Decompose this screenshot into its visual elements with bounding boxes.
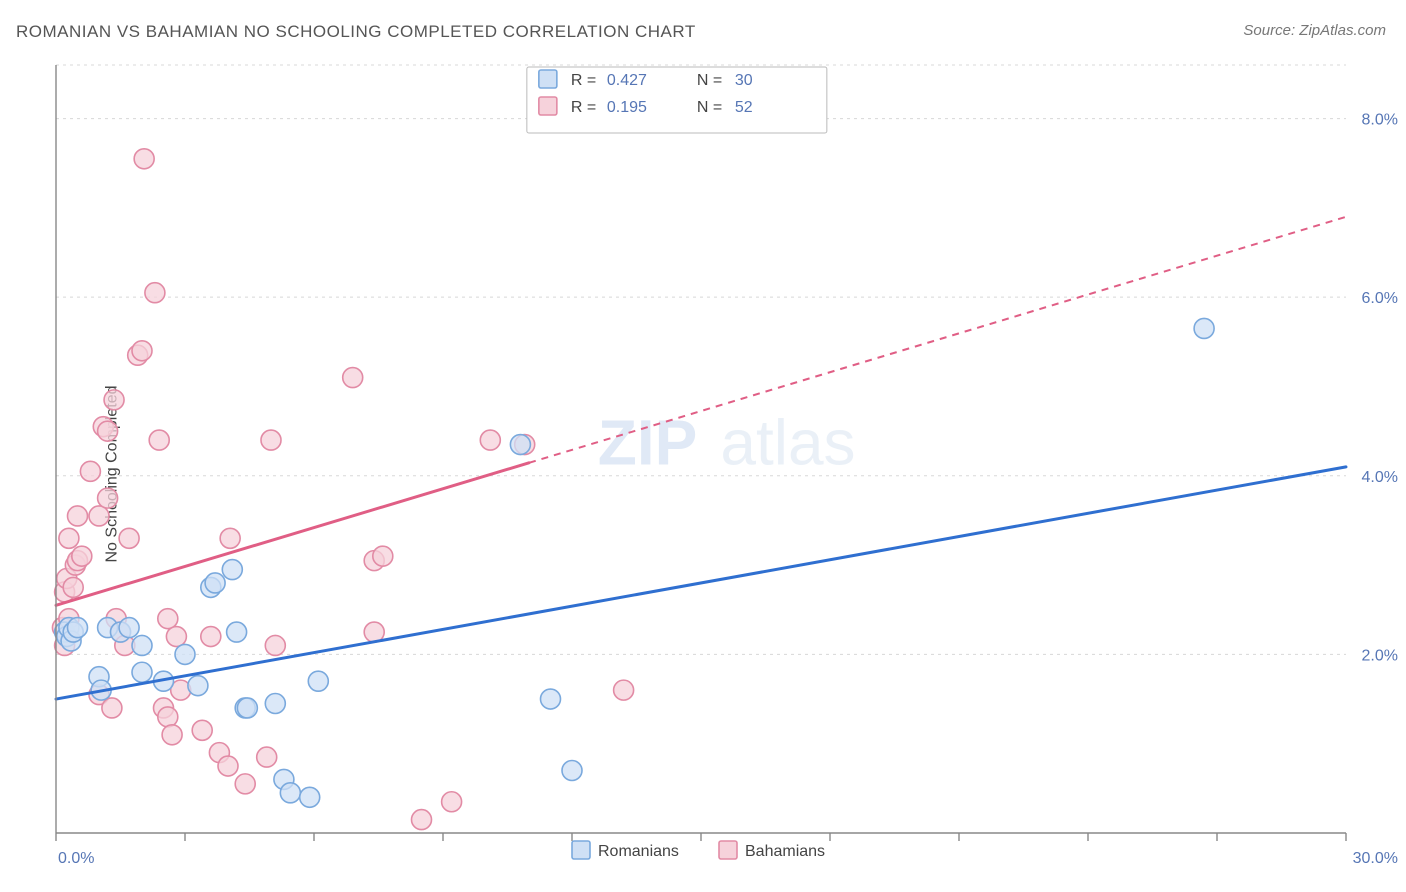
svg-text:0.0%: 0.0% <box>58 850 94 867</box>
svg-text:R =: R = <box>571 99 596 116</box>
svg-text:Bahamians: Bahamians <box>745 843 825 860</box>
svg-text:R =: R = <box>571 72 596 89</box>
svg-text:30: 30 <box>735 72 753 89</box>
svg-text:8.0%: 8.0% <box>1362 112 1398 129</box>
svg-text:2.0%: 2.0% <box>1362 647 1398 664</box>
chart-title: ROMANIAN VS BAHAMIAN NO SCHOOLING COMPLE… <box>16 22 696 42</box>
svg-text:52: 52 <box>735 99 753 116</box>
svg-text:30.0%: 30.0% <box>1353 850 1398 867</box>
svg-text:0.427: 0.427 <box>607 72 647 89</box>
svg-text:4.0%: 4.0% <box>1362 469 1398 486</box>
svg-text:N =: N = <box>697 99 722 116</box>
chart-area: No Schooling Completed ZIPatlas2.0%4.0%6… <box>0 55 1406 892</box>
svg-text:6.0%: 6.0% <box>1362 290 1398 307</box>
source-name: ZipAtlas.com <box>1299 22 1386 39</box>
svg-text:0.195: 0.195 <box>607 99 647 116</box>
svg-text:Romanians: Romanians <box>598 843 679 860</box>
scatter-plot: ZIPatlas2.0%4.0%6.0%8.0%0.0%30.0%Romania… <box>48 55 1406 892</box>
svg-text:atlas: atlas <box>720 406 855 478</box>
source-credit: Source: ZipAtlas.com <box>1243 22 1386 39</box>
svg-text:N =: N = <box>697 72 722 89</box>
